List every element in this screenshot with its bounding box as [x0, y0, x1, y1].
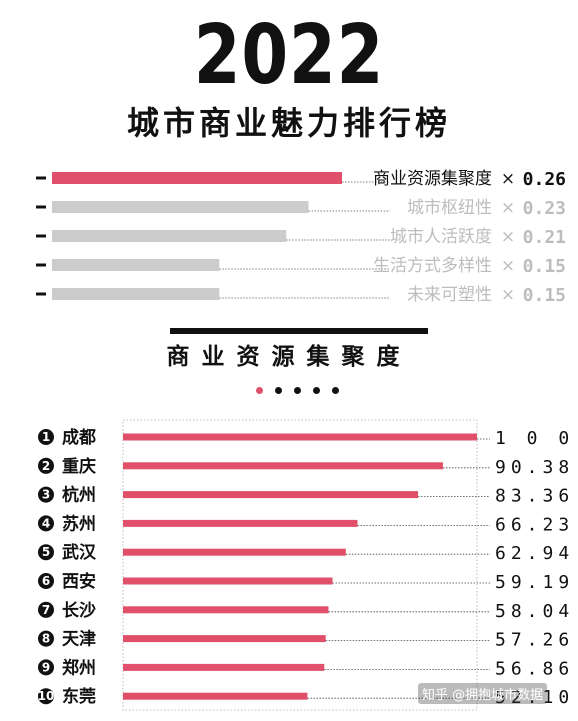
weight-times-sign: ×: [501, 169, 515, 189]
weights-panel: 商业资源集聚度 × 0.26 城市枢纽性 × 0.23 城市人活跃度 × 0.21 生活方式多样性…: [36, 169, 566, 306]
weight-times-sign: ×: [501, 198, 515, 218]
data-value-label: 62.94: [495, 543, 574, 564]
weight-label: 城市人活跃度: [390, 227, 492, 247]
weight-bar: [52, 230, 287, 242]
rank-number: 9: [42, 660, 50, 674]
city-label: 长沙: [62, 600, 96, 621]
rank-badge: [38, 429, 54, 445]
rank-badge: [38, 659, 54, 676]
weight-tick-mark: [36, 205, 46, 209]
data-bar: [123, 491, 419, 499]
pager-dot: [294, 387, 301, 394]
rank-number: 7: [42, 603, 50, 617]
rank-badge: [38, 630, 54, 647]
data-bar: [123, 462, 443, 470]
weight-value: 0.15: [523, 256, 566, 277]
rank-number: 5: [42, 545, 50, 559]
data-value-label: 83.36: [495, 486, 574, 507]
data-value-label: 59.19: [495, 572, 574, 593]
rank-badge: [38, 601, 54, 618]
section-title: 商业资源集聚度: [166, 344, 412, 370]
city-label: 武汉: [62, 542, 97, 563]
city-label: 西安: [62, 571, 96, 592]
rank-badge: [38, 688, 54, 705]
city-label: 苏州: [62, 513, 96, 534]
weight-bar: [52, 172, 342, 184]
data-value-label: 1 0 0: [495, 428, 574, 449]
weight-times-sign: ×: [501, 227, 515, 247]
chart-year-title: 2022: [193, 8, 385, 103]
pager-dot: [332, 387, 339, 394]
pager-dot: [256, 387, 263, 394]
rank-badge: [38, 486, 54, 503]
weight-value: 0.23: [523, 198, 566, 219]
weight-times-sign: ×: [501, 285, 515, 305]
weight-tick-mark: [36, 263, 46, 267]
city-label: 天津: [62, 629, 96, 650]
weight-value: 0.21: [523, 227, 566, 248]
rank-number: 1: [42, 430, 50, 444]
data-value-label: 57.26: [495, 630, 574, 651]
data-value-label: 66.23: [495, 514, 574, 535]
rank-number: 8: [42, 632, 50, 646]
section-title-rule: [170, 328, 428, 334]
data-value-label: 52.10: [495, 687, 574, 708]
rank-badge: [38, 515, 54, 532]
watermark: 知乎 @拥抱城市数据: [418, 683, 548, 704]
data-bar: [123, 663, 325, 671]
rank-number: 10: [38, 689, 55, 703]
data-bar: [123, 692, 308, 700]
city-label: 东莞: [62, 686, 96, 707]
weight-tick-mark: [36, 234, 46, 238]
weight-tick-mark: [36, 176, 46, 180]
data-bar: [123, 606, 329, 614]
weight-label: 城市枢纽性: [407, 198, 492, 218]
rank-badge: [38, 573, 54, 589]
weight-bar: [52, 201, 309, 213]
data-bar: [123, 433, 477, 441]
data-value-label: 90.38: [495, 457, 574, 478]
weight-label: 商业资源集聚度: [373, 169, 492, 189]
weight-bar: [52, 288, 220, 300]
rank-badge: [38, 544, 54, 561]
city-label: 重庆: [62, 456, 96, 477]
rank-number: 2: [42, 459, 50, 473]
data-value-label: 56.86: [495, 658, 574, 679]
weight-tick-mark: [36, 292, 46, 296]
data-bar: [123, 519, 358, 527]
city-label: 杭州: [62, 485, 96, 506]
data-bar: [123, 577, 333, 585]
weight-label: 生活方式多样性: [373, 256, 492, 276]
weight-label: 未来可塑性: [407, 285, 492, 305]
weight-bar: [52, 259, 220, 271]
weight-value: 0.26: [523, 169, 566, 190]
city-label: 郑州: [62, 657, 96, 678]
rank-number: 6: [42, 574, 50, 588]
rank-badge: [38, 457, 54, 474]
data-value-label: 58.04: [495, 601, 574, 622]
pager-dot: [313, 387, 320, 394]
city-label: 成都: [62, 427, 96, 448]
data-bar: [123, 548, 346, 556]
data-bar: [123, 635, 326, 643]
rank-number: 4: [42, 516, 50, 530]
weight-value: 0.15: [523, 285, 566, 306]
pager-dot: [275, 387, 282, 394]
chart-subtitle: 城市商业魅力排行榜: [126, 104, 451, 142]
rank-number: 3: [42, 488, 50, 502]
weight-times-sign: ×: [501, 256, 515, 276]
